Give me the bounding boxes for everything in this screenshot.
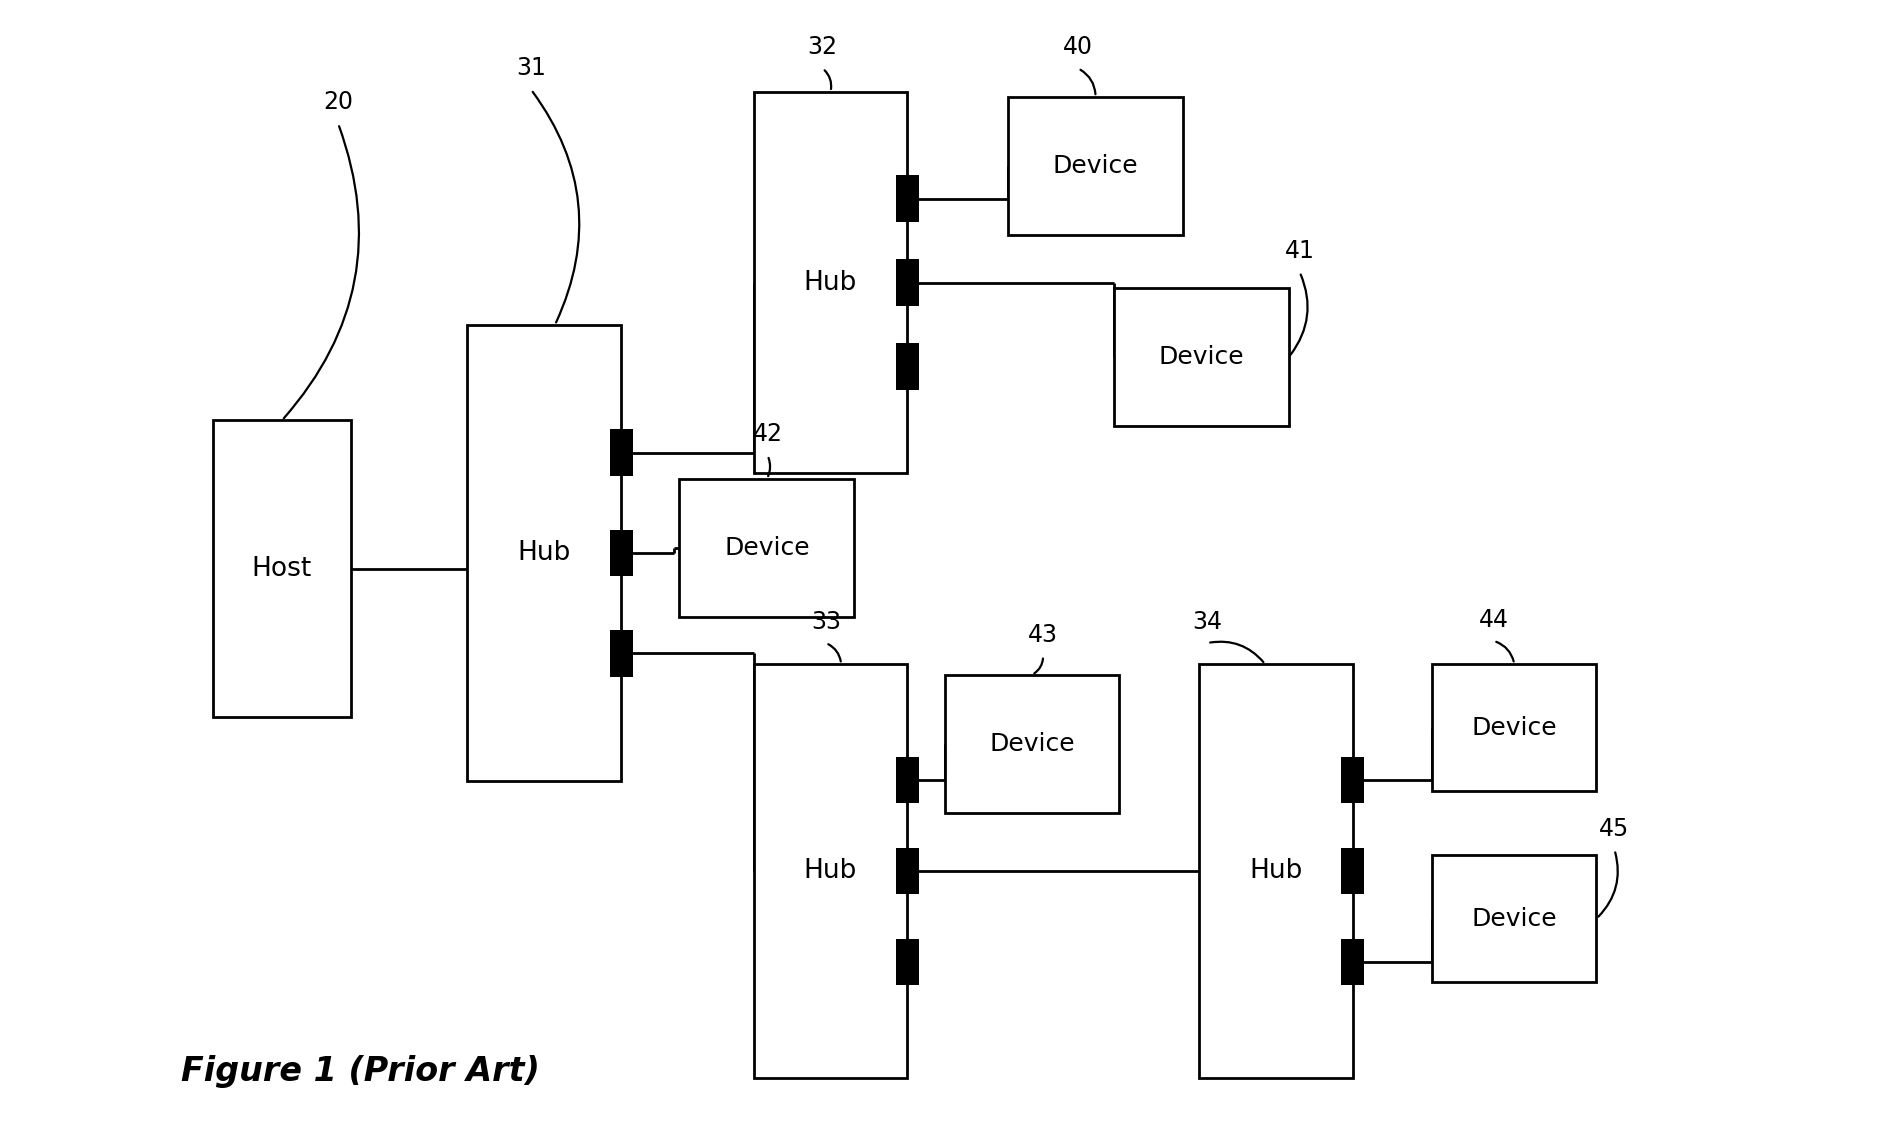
Text: 32: 32 bbox=[808, 35, 837, 60]
Text: 42: 42 bbox=[752, 423, 782, 446]
Text: 43: 43 bbox=[1028, 622, 1058, 647]
Text: Device: Device bbox=[1158, 345, 1245, 369]
Text: 41: 41 bbox=[1285, 239, 1315, 263]
Bar bbox=[1341, 939, 1364, 985]
Text: Figure 1 (Prior Art): Figure 1 (Prior Art) bbox=[181, 1055, 540, 1089]
Bar bbox=[944, 675, 1120, 813]
Bar bbox=[1200, 664, 1353, 1077]
Bar bbox=[895, 939, 920, 985]
Bar bbox=[895, 259, 920, 305]
Text: 45: 45 bbox=[1600, 817, 1630, 841]
Text: Device: Device bbox=[990, 731, 1075, 756]
Text: Hub: Hub bbox=[518, 540, 570, 566]
Bar bbox=[754, 91, 907, 473]
Bar bbox=[1009, 97, 1183, 234]
Bar bbox=[467, 325, 621, 781]
Text: 40: 40 bbox=[1064, 35, 1094, 60]
Text: 34: 34 bbox=[1192, 610, 1222, 633]
Text: Host: Host bbox=[251, 556, 312, 582]
Bar bbox=[754, 664, 907, 1077]
Bar bbox=[1432, 855, 1596, 983]
Text: Hub: Hub bbox=[805, 269, 858, 295]
Bar bbox=[680, 479, 854, 616]
Text: Device: Device bbox=[1472, 906, 1557, 931]
Bar bbox=[895, 176, 920, 222]
Bar bbox=[610, 429, 633, 476]
Text: 33: 33 bbox=[810, 610, 841, 633]
Bar bbox=[895, 756, 920, 804]
Text: Device: Device bbox=[1472, 716, 1557, 739]
Bar bbox=[895, 848, 920, 894]
Text: Hub: Hub bbox=[805, 858, 858, 884]
Text: 20: 20 bbox=[323, 90, 353, 114]
Text: Device: Device bbox=[723, 535, 810, 560]
Bar bbox=[1341, 756, 1364, 804]
Bar bbox=[895, 344, 920, 390]
Text: 44: 44 bbox=[1479, 607, 1509, 632]
Bar bbox=[213, 420, 351, 717]
Text: 31: 31 bbox=[516, 56, 546, 80]
Bar bbox=[1115, 287, 1288, 426]
Text: Device: Device bbox=[1052, 154, 1139, 178]
Bar bbox=[1432, 664, 1596, 791]
Bar bbox=[610, 530, 633, 576]
Text: Hub: Hub bbox=[1249, 858, 1303, 884]
Bar bbox=[610, 630, 633, 676]
Bar bbox=[1341, 848, 1364, 894]
